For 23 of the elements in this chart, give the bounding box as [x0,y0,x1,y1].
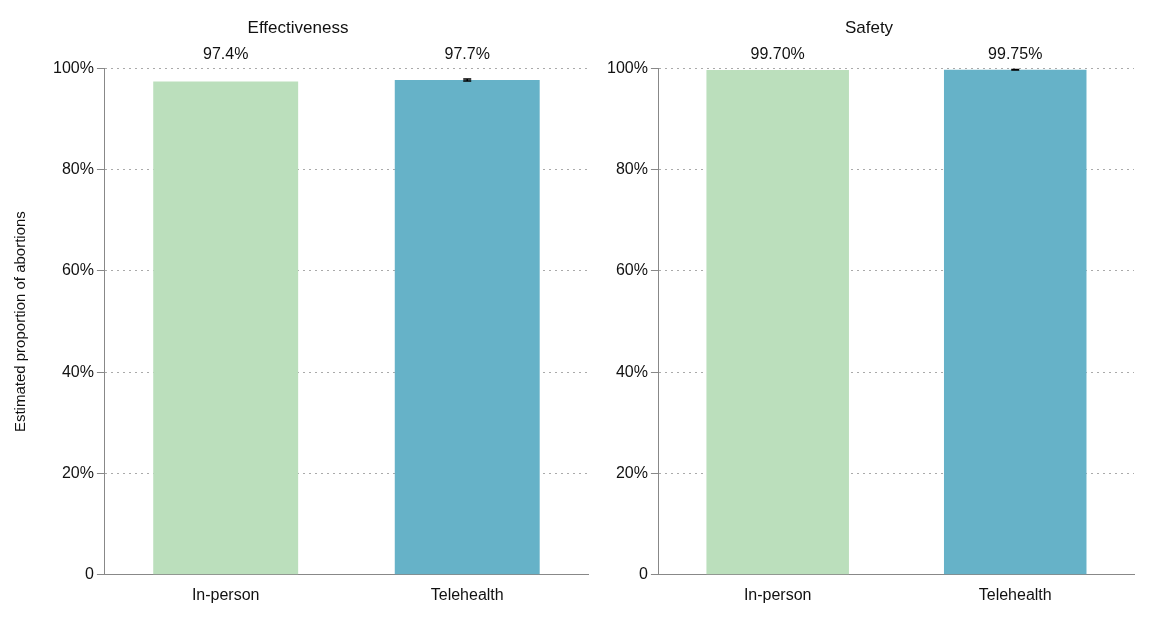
y-tick-label: 40% [615,362,648,380]
y-tick-label: 0 [85,565,95,583]
y-tick-label: 100% [53,58,94,76]
y-tick-label: 0 [639,565,649,583]
x-tick-label: Telehealth [978,585,1052,603]
chart-title: Safety [844,17,894,37]
y-tick-label: 80% [615,160,648,178]
y-tick-label: 100% [607,58,648,76]
y-tick-label: 40% [61,362,94,380]
y-tick-label: 60% [61,261,94,279]
y-axis-title: Estimated proportion of abortions [11,211,29,433]
y-tick-label: 20% [615,463,648,481]
x-tick-label: Telehealth [430,585,504,603]
data-label: 99.70% [750,44,805,62]
chart-title: Effectiveness [247,17,349,37]
y-tick-label: 80% [61,160,94,178]
y-tick-label: 20% [61,463,94,481]
x-tick-label: In-person [191,585,260,603]
data-label: 97.4% [203,44,249,62]
data-label: 97.7% [444,44,490,62]
x-tick-label: In-person [743,585,812,603]
y-tick-label: 60% [615,261,648,279]
data-label: 99.75% [988,44,1043,62]
